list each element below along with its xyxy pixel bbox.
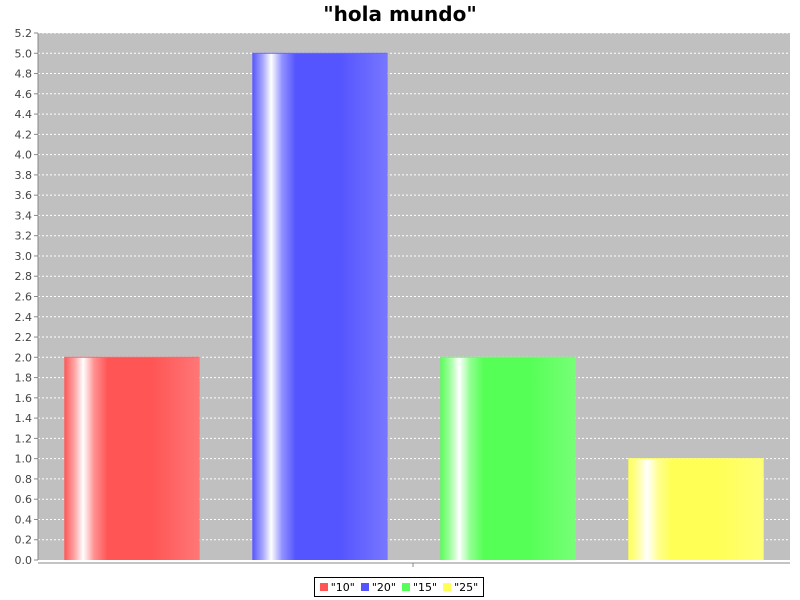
bar: [64, 357, 200, 560]
legend-item: "20": [360, 580, 396, 594]
y-tick-label: 2.6: [15, 291, 33, 304]
legend-swatch: [360, 583, 369, 591]
bar: [440, 357, 576, 560]
y-tick-label: 4.6: [15, 88, 33, 101]
y-tick-label: 4.2: [15, 128, 33, 141]
y-tick-label: 1.6: [15, 392, 33, 405]
y-tick-label: 1.8: [15, 372, 33, 385]
y-tick-label: 2.2: [15, 331, 33, 344]
legend-swatch: [402, 583, 410, 591]
y-tick-label: 4.4: [15, 108, 33, 121]
y-tick-label: 2.4: [15, 311, 33, 324]
y-tick-label: 0.0: [15, 554, 33, 567]
y-tick-label: 3.8: [15, 169, 33, 182]
y-tick-label: 0.4: [15, 513, 33, 526]
y-tick-label: 1.0: [15, 453, 33, 466]
legend-label: "20": [371, 580, 396, 594]
y-tick-label: 1.4: [15, 412, 33, 425]
y-tick-label: 4.0: [15, 149, 33, 162]
legend-item: "25": [443, 581, 478, 594]
y-tick-label: 0.2: [15, 534, 33, 547]
legend-label: "25": [454, 580, 479, 594]
y-tick-label: 3.6: [15, 189, 33, 202]
y-tick-label: 1.2: [15, 432, 33, 445]
y-tick-label: 3.4: [15, 209, 33, 222]
y-tick-label: 2.8: [15, 270, 33, 283]
legend: "10" "20" "15" "25": [314, 577, 484, 597]
y-tick-label: 4.8: [15, 68, 33, 81]
legend-swatch: [443, 583, 452, 591]
bar: [252, 53, 388, 561]
legend-swatch: [319, 583, 328, 591]
y-tick-label: 0.6: [15, 493, 33, 506]
legend-label: "10": [330, 580, 355, 594]
y-tick-label: 3.0: [15, 250, 33, 263]
y-tick-label: 0.8: [15, 473, 33, 486]
chart-title: "hola mundo": [323, 2, 477, 26]
y-tick-label: 2.0: [15, 351, 33, 364]
legend-item: "15": [402, 581, 437, 594]
y-tick-label: 5.0: [15, 47, 33, 60]
bar: [628, 458, 764, 560]
y-tick-label: 3.2: [15, 230, 33, 243]
legend-item: "10": [319, 580, 355, 594]
y-tick-label: 5.2: [15, 27, 33, 40]
legend-label: "15": [413, 580, 438, 594]
